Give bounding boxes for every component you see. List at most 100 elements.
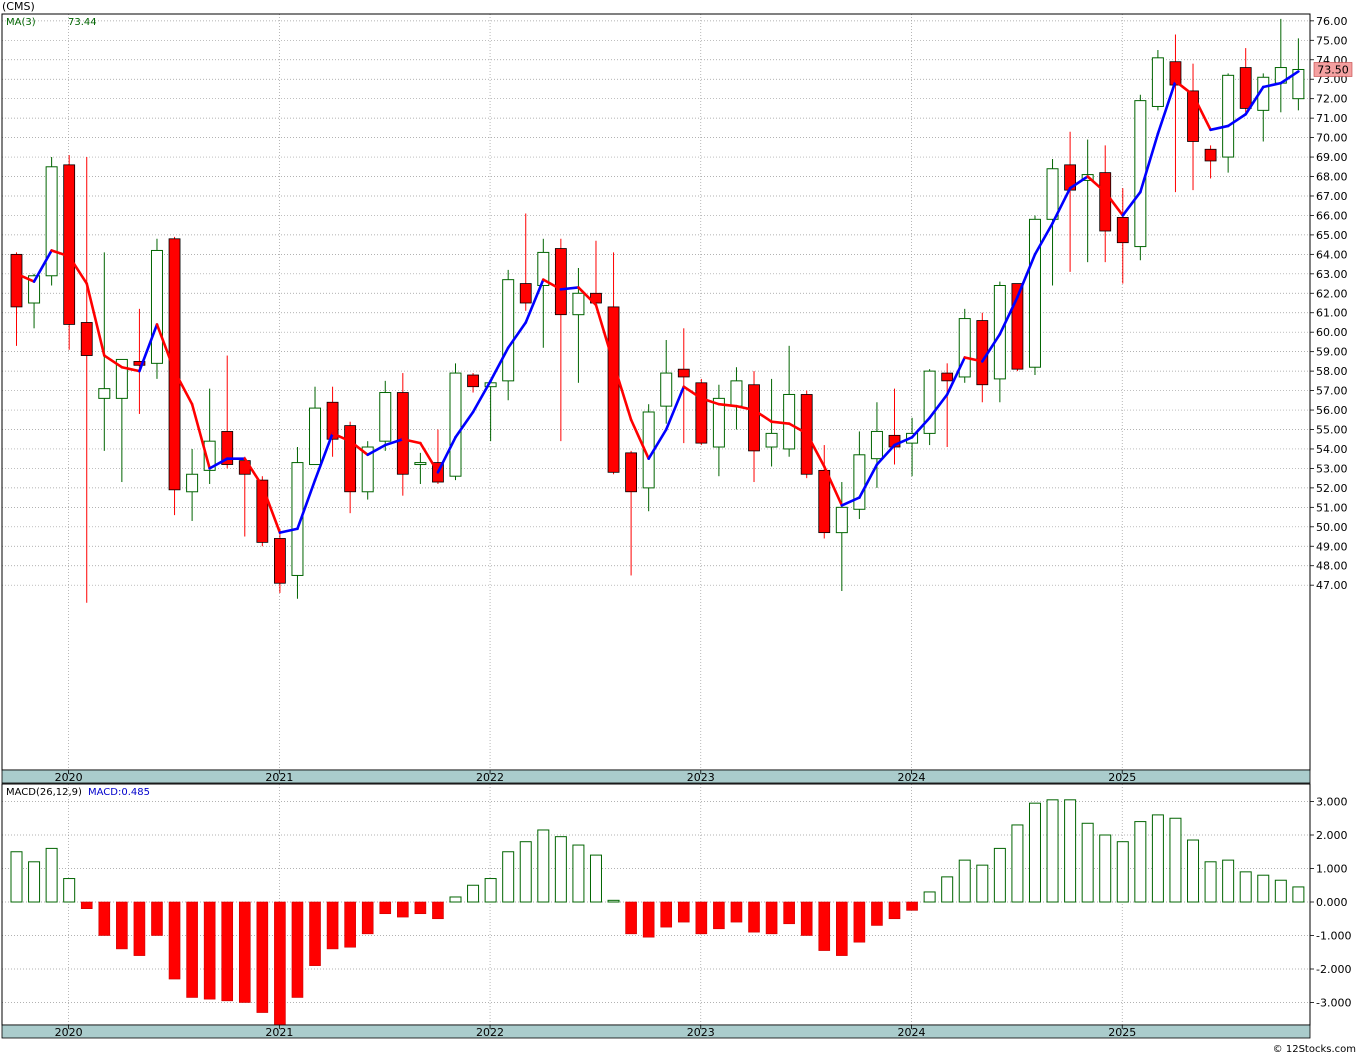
macd-bar xyxy=(888,901,901,920)
ma-segment xyxy=(664,385,686,431)
macd-bar xyxy=(291,901,304,998)
symbol-label: (CMS) xyxy=(2,0,35,13)
ma-segment xyxy=(173,369,194,406)
copyright-credit: © 12Stocks.com xyxy=(1273,1044,1356,1055)
ma-segment xyxy=(278,527,299,534)
macd-bar xyxy=(274,901,286,1026)
price-tick-label: 62.00 xyxy=(1316,287,1348,300)
ma-segment xyxy=(700,397,721,406)
candle xyxy=(344,421,357,514)
last-price: 73.50 xyxy=(1317,63,1349,76)
ma-segment xyxy=(893,435,914,447)
macd-bar xyxy=(221,901,234,1002)
macd-tick-label: -1.000 xyxy=(1316,930,1351,943)
candle xyxy=(115,358,128,483)
ma-segment xyxy=(717,402,738,408)
candle xyxy=(941,363,954,448)
macd-tick-label: -2.000 xyxy=(1316,963,1351,976)
macd-bar xyxy=(1028,802,1041,903)
macd-bar xyxy=(80,901,93,909)
price-tick-label: 52.00 xyxy=(1316,482,1348,495)
macd-bar xyxy=(326,901,339,950)
date-tick-label: 2021 xyxy=(265,771,293,784)
ma-segment xyxy=(489,346,510,383)
ma-segment xyxy=(629,418,650,460)
macd-histogram xyxy=(10,799,1305,1026)
macd-bar xyxy=(1204,861,1217,903)
ma-segment xyxy=(875,443,896,466)
macd-bar xyxy=(958,859,971,903)
ma-segment xyxy=(436,435,457,474)
date-tick-label: 2020 xyxy=(55,1026,83,1039)
macd-bar xyxy=(309,901,321,966)
ma-segment xyxy=(682,385,703,400)
macd-bar xyxy=(1081,822,1094,903)
candle xyxy=(1187,63,1199,191)
price-tick-label: 75.00 xyxy=(1316,34,1348,47)
date-tick-label: 2025 xyxy=(1108,771,1136,784)
ma-segment xyxy=(67,255,89,285)
ma-segment xyxy=(1121,190,1142,217)
price-tick-label: 53.00 xyxy=(1316,462,1348,475)
macd-bar xyxy=(361,901,374,935)
ma-segment xyxy=(419,441,440,474)
candle xyxy=(133,308,146,414)
macd-bar xyxy=(1011,824,1024,903)
date-labels-price: 2020 2021 2022 2023 2024 2025 xyxy=(55,770,1136,784)
ma-segment xyxy=(313,432,334,482)
price-tick-label: 61.00 xyxy=(1316,307,1348,320)
candle xyxy=(519,213,532,311)
macd-bar xyxy=(63,878,76,903)
macd-bar xyxy=(836,901,848,956)
ma-segment xyxy=(752,408,773,424)
macd-bar xyxy=(906,901,918,911)
macd-bar xyxy=(572,844,585,903)
candle xyxy=(958,308,971,383)
ma-segment xyxy=(32,249,53,283)
moving-average-line xyxy=(15,70,1300,534)
macd-bar xyxy=(853,901,866,943)
ma-segment xyxy=(998,295,1019,336)
price-tick-label: 64.00 xyxy=(1316,248,1348,261)
candle xyxy=(1151,50,1164,111)
candle xyxy=(361,441,374,500)
macd-bar xyxy=(10,851,23,903)
price-tick-label: 49.00 xyxy=(1316,540,1348,553)
macd-bar xyxy=(133,901,146,956)
candle xyxy=(467,373,479,393)
macd-bar xyxy=(203,901,216,1000)
date-axis-macd xyxy=(1,1024,1311,1039)
ma-segment xyxy=(1086,175,1107,194)
macd-bar xyxy=(519,841,532,903)
ma-segment xyxy=(1033,221,1054,256)
macd-bar xyxy=(1239,871,1252,903)
macd-bar xyxy=(186,901,198,998)
ma-segment xyxy=(559,286,580,291)
ma-segment xyxy=(1156,79,1177,136)
macd-bar xyxy=(625,901,637,935)
macd-bar xyxy=(1257,874,1270,903)
macd-bar xyxy=(256,901,269,1013)
ma-label: MA(3) xyxy=(6,17,36,28)
price-tick-label: 48.00 xyxy=(1316,560,1348,573)
date-tick-label: 2023 xyxy=(687,771,715,784)
ma-segment xyxy=(647,428,668,460)
ma-segment xyxy=(454,410,475,439)
ma-segment xyxy=(805,432,826,468)
candle xyxy=(1204,145,1217,179)
ma-segment xyxy=(138,323,159,373)
candle xyxy=(783,345,796,457)
macd-bar xyxy=(1292,886,1305,903)
ma-segment xyxy=(770,420,791,425)
macd-bar xyxy=(800,901,813,936)
macd-bar xyxy=(168,901,181,980)
ma-segment xyxy=(471,379,492,414)
macd-bar xyxy=(344,901,356,948)
price-tick-label: 71.00 xyxy=(1316,112,1348,125)
price-tick-label: 70.00 xyxy=(1316,132,1348,145)
macd-bar xyxy=(713,901,725,930)
candle xyxy=(660,339,673,424)
macd-bar xyxy=(238,901,251,1003)
candle xyxy=(326,386,339,457)
